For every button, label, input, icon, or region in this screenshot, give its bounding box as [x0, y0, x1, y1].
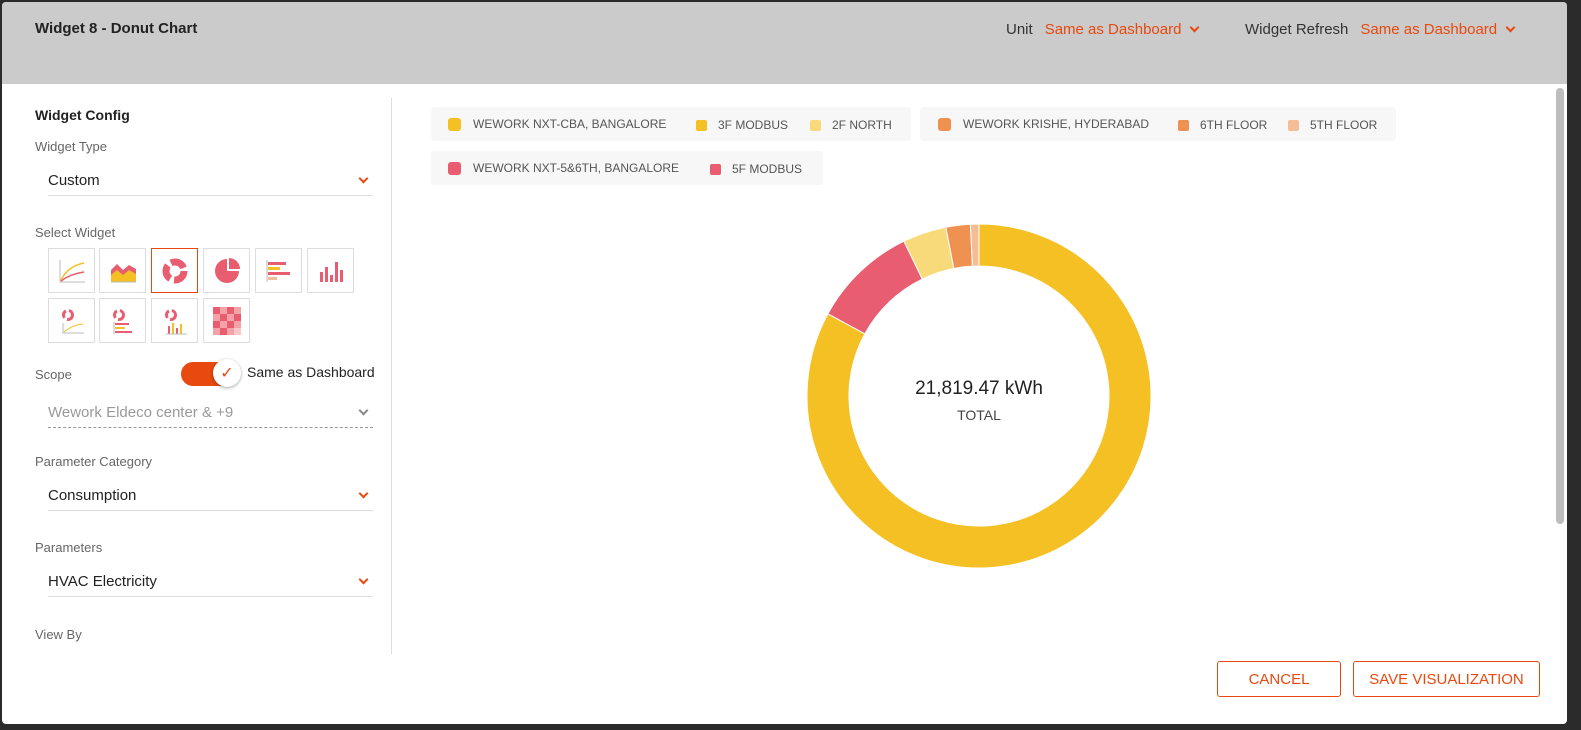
scrollbar[interactable]: [1556, 88, 1564, 524]
chevron-down-icon: [358, 574, 369, 584]
legend-label: WEWORK NXT-CBA, BANGALORE: [473, 117, 667, 131]
legend-label: 5F MODBUS: [732, 162, 803, 176]
line-chart-icon: [59, 259, 85, 282]
legend-label: 2F NORTH: [832, 118, 892, 132]
widget-option-pie[interactable]: [203, 248, 250, 293]
legend-swatch: [1178, 119, 1189, 131]
chart-total-label: TOTAL: [957, 407, 1001, 423]
parameters-label: Parameters: [35, 540, 103, 555]
modal-header: Widget 8 - Donut Chart Unit Same as Dash…: [2, 2, 1567, 84]
chevron-down-icon: [358, 405, 369, 415]
scope-value: Wework Eldeco center & +9: [48, 404, 234, 421]
legend-item[interactable]: 5F MODBUS: [710, 162, 802, 176]
legend-item[interactable]: 3F MODBUS: [696, 118, 788, 132]
widget-option-donut-vbar[interactable]: [151, 298, 198, 343]
donut-slice[interactable]: [827, 240, 923, 335]
legend-swatch: [448, 161, 461, 175]
donut-hbar-icon: [112, 308, 132, 334]
legend-group-entry[interactable]: WEWORK KRISHE, HYDERABAD: [938, 117, 1149, 131]
cancel-button[interactable]: CANCEL: [1217, 661, 1341, 697]
legend-group-2: [431, 151, 823, 185]
donut-vbar-icon: [164, 308, 187, 334]
legend-group-entry[interactable]: WEWORK NXT-CBA, BANGALORE: [448, 117, 666, 131]
widget-option-donut[interactable]: [151, 248, 198, 293]
legend-item[interactable]: 5TH FLOOR: [1288, 118, 1377, 132]
donut-slice[interactable]: [969, 224, 980, 267]
view-by-label: View By: [35, 627, 82, 642]
chevron-down-icon: [358, 488, 369, 498]
refresh-value: Same as Dashboard: [1360, 21, 1498, 38]
param-category-select[interactable]: Consumption: [48, 481, 373, 511]
donut-line-icon: [61, 308, 84, 333]
pie-chart-icon: [214, 257, 240, 283]
unit-dropdown[interactable]: Same as Dashboard: [1044, 21, 1200, 38]
area-chart-icon: [110, 263, 136, 282]
scope-toggle-label: Same as Dashboard: [247, 364, 375, 380]
legend-item[interactable]: 2F NORTH: [810, 118, 892, 132]
config-panel: Widget Config Widget Type Custom Select …: [35, 84, 375, 654]
param-category-label: Parameter Category: [35, 454, 153, 469]
chevron-down-icon: [358, 173, 369, 183]
modal-title: Widget 8 - Donut Chart: [35, 20, 198, 37]
refresh-selector: Widget Refresh Same as Dashboard: [1245, 21, 1516, 38]
legend-label: WEWORK KRISHE, HYDERABAD: [963, 117, 1150, 131]
legend-group-entry[interactable]: WEWORK NXT-5&6TH, BANGALORE: [448, 161, 679, 175]
legend-swatch: [938, 117, 951, 131]
param-category-value: Consumption: [48, 487, 137, 504]
legend-swatch: [810, 119, 821, 131]
widget-option-donut-line[interactable]: [48, 298, 95, 343]
config-section-title: Widget Config: [35, 107, 130, 123]
save-visualization-button[interactable]: SAVE VISUALIZATION: [1353, 661, 1540, 697]
parameters-select[interactable]: HVAC Electricity: [48, 567, 373, 597]
legend-label: 5TH FLOOR: [1310, 118, 1378, 132]
legend-label: 3F MODBUS: [718, 118, 789, 132]
legend-swatch: [448, 117, 461, 131]
panel-divider: [391, 98, 392, 654]
chevron-down-icon: [1189, 22, 1200, 32]
unit-value: Same as Dashboard: [1044, 21, 1182, 38]
check-icon: ✓: [213, 359, 241, 387]
legend-label: WEWORK NXT-5&6TH, BANGALORE: [473, 161, 680, 175]
chart-total-value: 21,819.47 kWh: [915, 378, 1043, 399]
chevron-down-icon: [1505, 22, 1516, 32]
donut-slice[interactable]: [807, 224, 1151, 568]
widget-option-donut-hbar[interactable]: [99, 298, 146, 343]
donut-chart-icon: [162, 258, 187, 283]
widget-type-select[interactable]: Custom: [48, 166, 373, 196]
legend-item[interactable]: 6TH FLOOR: [1178, 118, 1267, 132]
scope-label: Scope: [35, 367, 72, 382]
donut-chart: [807, 224, 1151, 568]
select-widget-label: Select Widget: [35, 225, 116, 240]
widget-config-modal: Widget 8 - Donut Chart Unit Same as Dash…: [2, 2, 1567, 724]
widget-option-line[interactable]: [48, 248, 95, 293]
legend-swatch: [710, 163, 721, 175]
heatmap-icon: [212, 306, 241, 335]
refresh-label: Widget Refresh: [1245, 21, 1349, 38]
widget-option-heatmap[interactable]: [203, 298, 250, 343]
scope-toggle[interactable]: ✓: [181, 359, 241, 387]
horizontal-bar-icon: [266, 259, 290, 282]
scope-select: Wework Eldeco center & +9: [48, 398, 373, 428]
unit-selector: Unit Same as Dashboard: [1006, 21, 1200, 38]
vertical-bar-icon: [319, 261, 343, 282]
widget-option-vbar[interactable]: [307, 248, 354, 293]
legend-group-0: [431, 107, 911, 141]
legend-swatch: [696, 119, 707, 131]
widget-type-value: Custom: [48, 172, 100, 189]
parameters-value: HVAC Electricity: [48, 573, 157, 590]
widget-option-hbar[interactable]: [255, 248, 302, 293]
legend-swatch: [1288, 119, 1299, 131]
refresh-dropdown[interactable]: Same as Dashboard: [1360, 21, 1516, 38]
legend-group-1: [920, 107, 1396, 141]
widget-option-area[interactable]: [99, 248, 146, 293]
legend-label: 6TH FLOOR: [1200, 118, 1268, 132]
unit-label: Unit: [1006, 21, 1033, 38]
widget-type-label: Widget Type: [35, 139, 108, 154]
